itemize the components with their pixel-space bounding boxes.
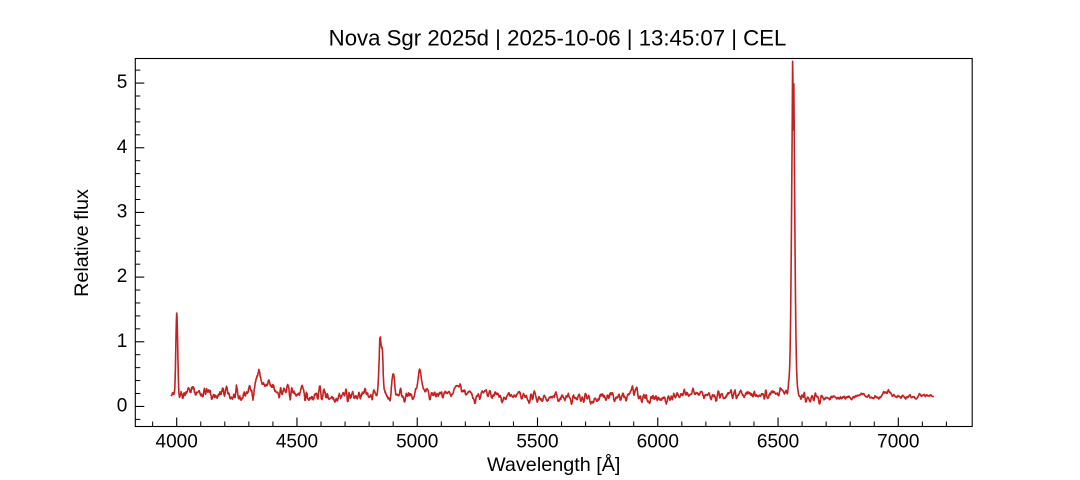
- svg-text:6500: 6500: [757, 432, 799, 453]
- svg-text:7000: 7000: [877, 432, 919, 453]
- svg-text:0: 0: [117, 395, 128, 416]
- svg-text:Relative flux: Relative flux: [71, 189, 93, 297]
- svg-text:3: 3: [117, 201, 128, 222]
- svg-text:4500: 4500: [276, 432, 318, 453]
- svg-text:6000: 6000: [637, 432, 679, 453]
- svg-text:5500: 5500: [516, 432, 558, 453]
- svg-text:Wavelength [Å]: Wavelength [Å]: [487, 453, 620, 476]
- svg-text:4000: 4000: [156, 432, 198, 453]
- svg-text:5000: 5000: [396, 432, 438, 453]
- svg-text:1: 1: [117, 331, 128, 352]
- svg-text:5: 5: [117, 72, 128, 93]
- svg-text:2: 2: [117, 266, 128, 287]
- svg-text:Nova Sgr 2025d | 2025-10-06 |: Nova Sgr 2025d | 2025-10-06 | 13:45:07 |…: [329, 26, 787, 51]
- svg-text:4: 4: [117, 137, 128, 158]
